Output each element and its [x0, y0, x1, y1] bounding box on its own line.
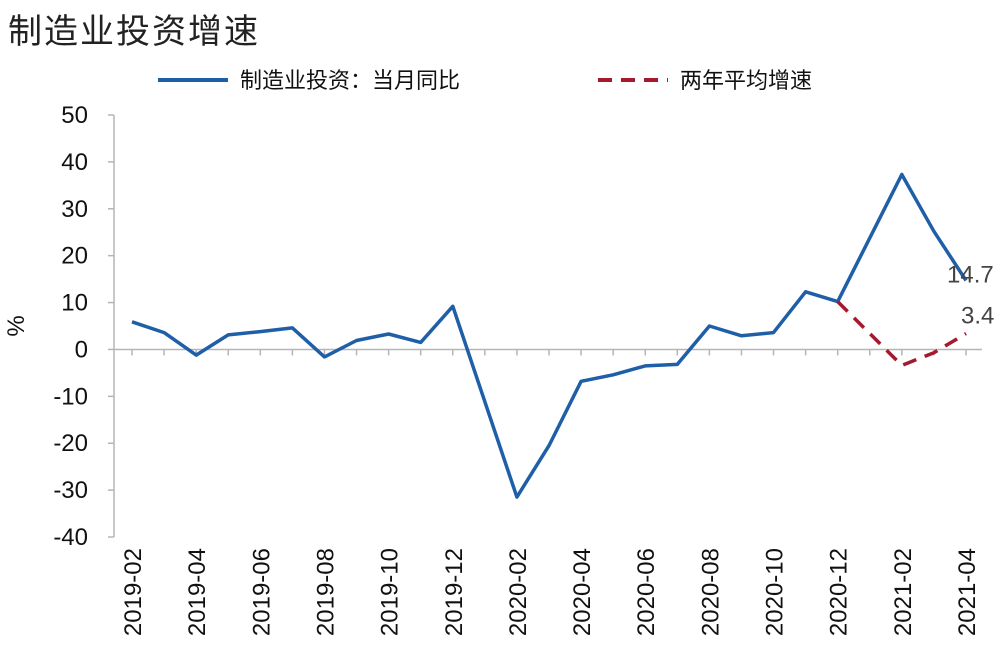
x-tick-label: 2020-06	[633, 548, 660, 636]
x-tick-label: 2019-08	[312, 548, 339, 636]
tick-labels: 50 40 30 20 10 0 -10 -20 -30 -40 2019-02 2019-04 201…	[53, 102, 981, 636]
x-tick-label: 2020-02	[505, 548, 532, 636]
data-label-1: 3.4	[961, 303, 994, 330]
series-line-0	[131, 172, 968, 499]
y-tick-label: -40	[53, 524, 88, 551]
y-tick-label: 10	[61, 290, 88, 317]
x-tick-label: 2019-04	[184, 548, 211, 636]
y-axis-label: %	[3, 315, 30, 336]
y-tick-label: 30	[61, 196, 88, 223]
x-tick-label: 2021-04	[954, 548, 981, 636]
legend: 制造业投资：当月同比 两年平均增速	[158, 69, 812, 94]
x-tick-label: 2021-02	[890, 548, 917, 636]
x-tick-label: 2020-04	[569, 548, 596, 636]
x-tick-label: 2020-08	[697, 548, 724, 636]
axes	[108, 114, 982, 538]
y-tick-label: -30	[53, 477, 88, 504]
legend-label-1: 两年平均增速	[680, 69, 812, 94]
y-tick-label: 40	[61, 149, 88, 176]
y-tick-label: 20	[61, 243, 88, 270]
x-tick-label: 2019-02	[120, 548, 147, 636]
y-tick-label: -20	[53, 430, 88, 457]
data-labels: 14.7 3.4	[947, 262, 994, 330]
y-tick-label: -10	[53, 383, 88, 410]
x-tick-label: 2020-10	[762, 548, 789, 636]
data-label-0: 14.7	[947, 262, 994, 289]
series-line-1	[836, 300, 967, 368]
series-lines	[131, 172, 968, 499]
legend-label-0: 制造业投资：当月同比	[240, 69, 460, 94]
x-tick-label: 2019-06	[248, 548, 275, 636]
x-tick-label: 2019-12	[441, 548, 468, 636]
y-tick-label: 0	[75, 336, 88, 363]
x-tick-label: 2020-12	[826, 548, 853, 636]
x-tick-label: 2019-10	[377, 548, 404, 636]
chart-title: 制造业投资增速	[8, 12, 260, 52]
y-tick-label: 50	[61, 102, 88, 129]
